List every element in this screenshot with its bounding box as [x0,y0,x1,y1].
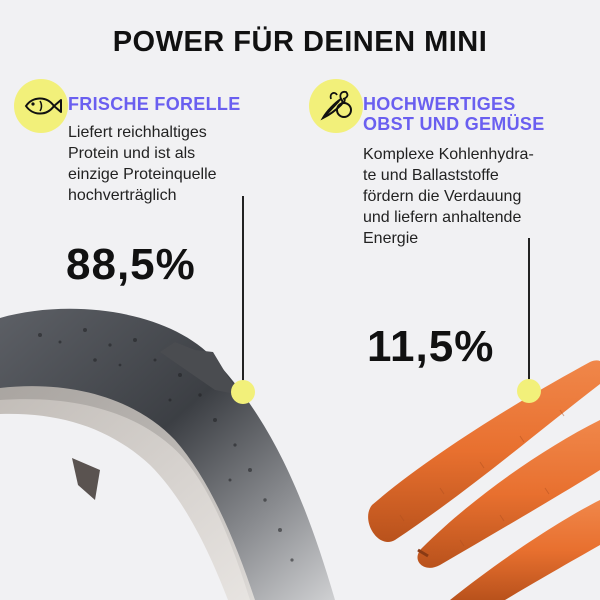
page-title: POWER FÜR DEINEN MINI [112,26,488,58]
vegetables-description: Komplexe Kohlenhydra- te und Ballaststof… [363,146,534,247]
trout-photo [0,308,335,600]
trout-heading: FRISCHE FORELLE [68,94,241,114]
trout-connector-line [242,196,244,392]
vegetables-icon [320,90,352,121]
vegetables-connector-line [528,238,530,388]
trout-percent: 88,5% [66,240,196,289]
vegetables-icon-badge [309,79,363,133]
trout-marker-dot [231,380,255,404]
vegetables-marker-dot [517,379,541,403]
fish-icon [24,97,62,115]
carrots-photo [368,360,600,600]
vegetables-percent: 11,5% [367,322,495,371]
vegetables-heading: HOCHWERTIGES OBST UND GEMÜSE [363,94,545,134]
fish-icon-badge [14,79,68,133]
trout-description: Liefert reichhaltiges Protein und ist al… [68,124,217,204]
